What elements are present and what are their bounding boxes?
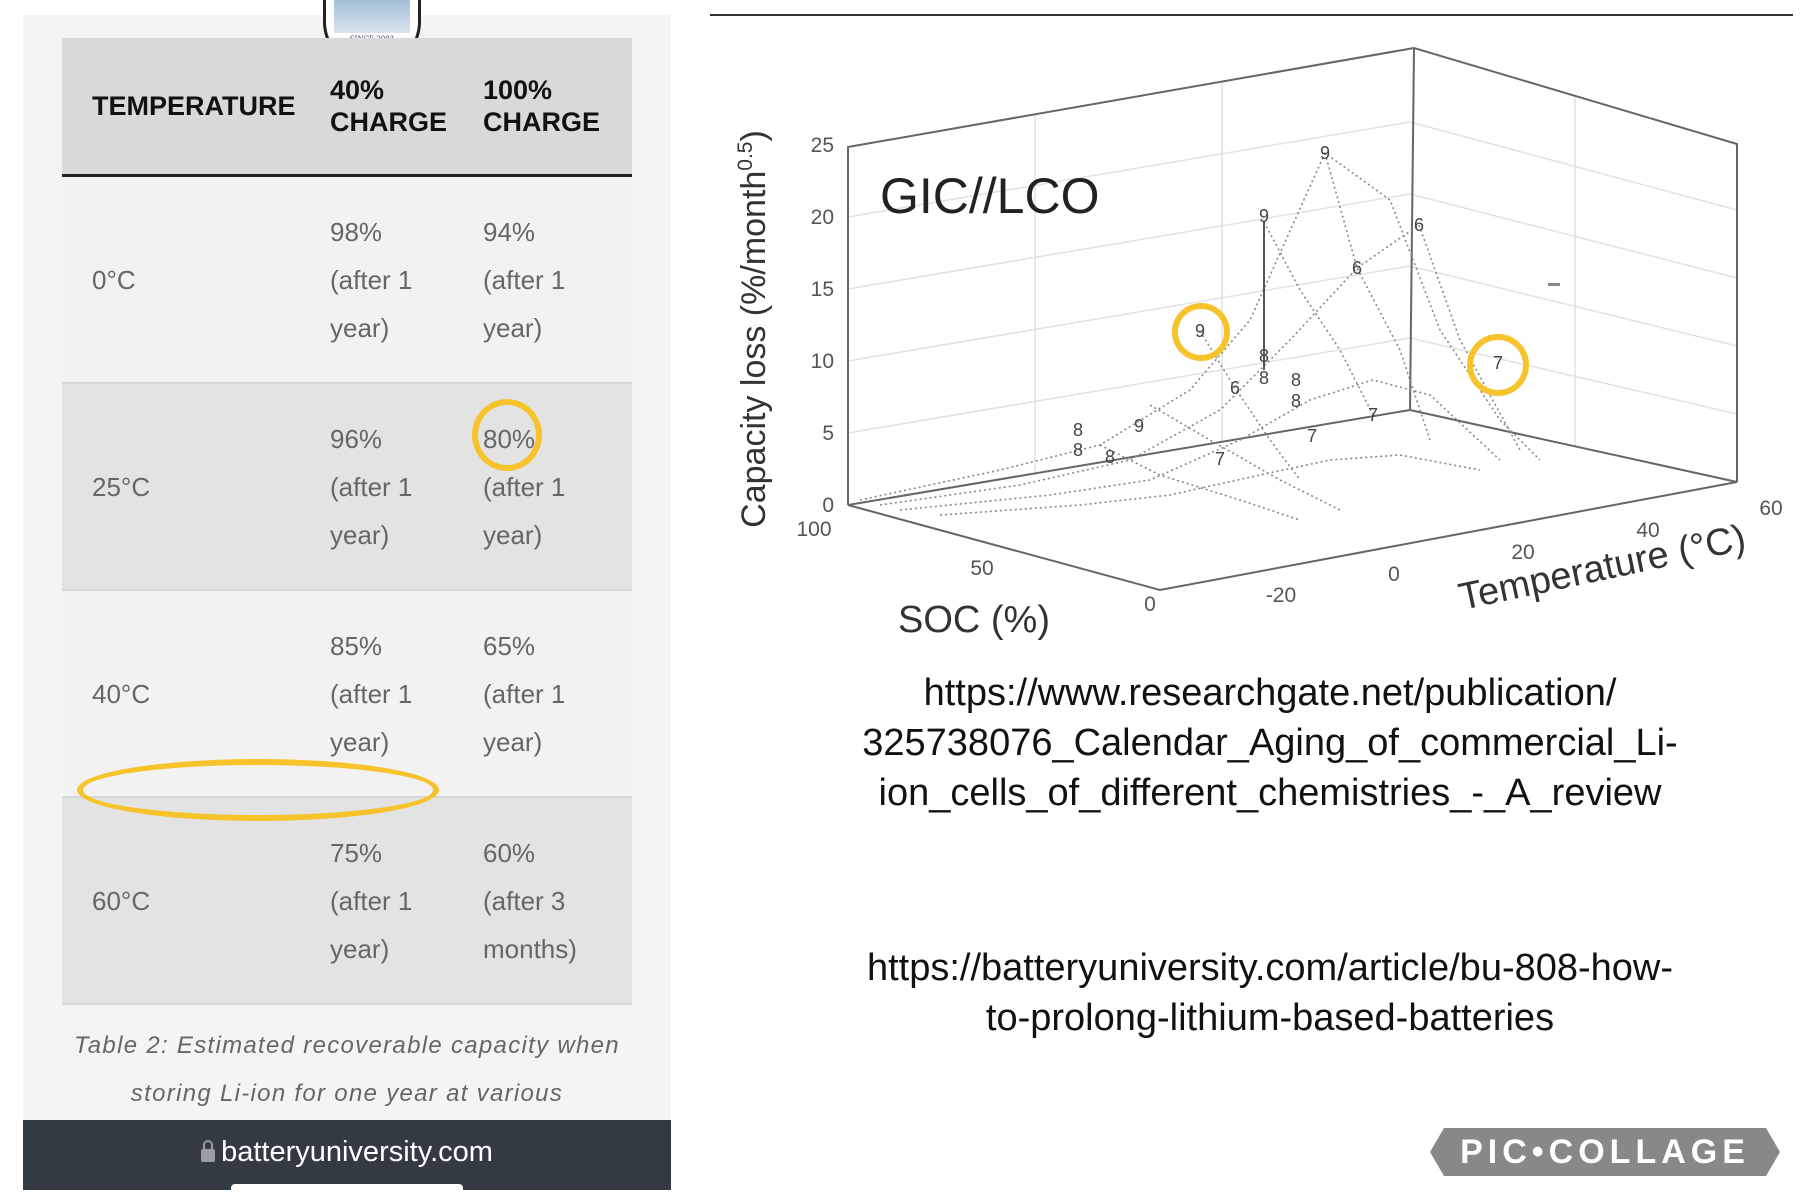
pic-collage-watermark: PIC•COLLAGE bbox=[1430, 1128, 1780, 1176]
point-label: 6 bbox=[1414, 215, 1424, 235]
temperature-axis-label: Temperature (°C) bbox=[1455, 517, 1749, 619]
temperature-cell: 0°C bbox=[62, 175, 330, 383]
soc-tick: 100 bbox=[796, 518, 831, 541]
point-label: 7 bbox=[1368, 405, 1378, 425]
z-axis-label: Capacity loss (%/month0.5) bbox=[734, 130, 773, 528]
charge-100-cell: 60% (after 3 months) bbox=[483, 797, 632, 1004]
point-label: 8 bbox=[1105, 447, 1115, 467]
charge-100-cell: 65% (after 1 year) bbox=[483, 590, 632, 797]
charge-40-cell: 75% (after 1 year) bbox=[330, 797, 483, 1004]
point-label: 9 bbox=[1195, 321, 1205, 341]
table-row: 0°C 98% (after 1 year) 94% (after 1 year) bbox=[62, 175, 632, 383]
temp-tick: 20 bbox=[1511, 541, 1534, 564]
temperature-cell: 60°C bbox=[62, 797, 330, 1004]
address-bar[interactable]: batteryuniversity.com bbox=[23, 1120, 671, 1190]
header-temperature: TEMPERATURE bbox=[62, 38, 330, 177]
highlight-circle-point-7 bbox=[1467, 334, 1529, 396]
point-label: 8 bbox=[1073, 420, 1083, 440]
z-tick: 0 bbox=[822, 494, 834, 517]
axes-box bbox=[847, 46, 1738, 592]
home-indicator bbox=[231, 1184, 463, 1190]
point-label: 8 bbox=[1291, 391, 1301, 411]
point-label: 9 bbox=[1320, 143, 1330, 163]
soc-axis-label: SOC (%) bbox=[898, 599, 1050, 641]
lock-icon bbox=[201, 1140, 216, 1162]
temperature-cell: 25°C bbox=[62, 383, 330, 590]
table-caption: Table 2: Estimated recoverable capacity … bbox=[74, 1032, 620, 1107]
point-label: 9 bbox=[1259, 206, 1269, 226]
soc-tick: 0 bbox=[1144, 593, 1156, 616]
table-row: 60°C 75% (after 1 year) 60% (after 3 months) bbox=[62, 797, 632, 1004]
highlight-ellipse-row-gap bbox=[77, 759, 439, 821]
divider-line bbox=[710, 14, 1793, 16]
z-tick: 5 bbox=[822, 422, 834, 445]
address-url: batteryuniversity.com bbox=[221, 1136, 493, 1168]
point-label: 8 bbox=[1073, 440, 1083, 460]
z-tick: 15 bbox=[811, 278, 834, 301]
header-100-charge: 100% CHARGE bbox=[483, 38, 632, 177]
batteryuniversity-url[interactable]: https://batteryuniversity.com/article/bu… bbox=[866, 947, 1674, 1039]
chart-title: GIC//LCO bbox=[880, 168, 1099, 224]
point-label: 6 bbox=[1230, 378, 1240, 398]
highlight-circle-80 bbox=[472, 399, 542, 471]
z-tick: 10 bbox=[811, 350, 834, 373]
dash-mark bbox=[1548, 283, 1560, 286]
point-label: 9 bbox=[1134, 416, 1144, 436]
charge-40-cell: 85% (after 1 year) bbox=[330, 590, 483, 797]
point-label: 8 bbox=[1291, 370, 1301, 390]
gridlines bbox=[847, 80, 1738, 473]
temp-tick: 40 bbox=[1636, 519, 1659, 542]
temp-tick: -20 bbox=[1266, 584, 1296, 607]
capacity-table: TEMPERATURE 40% CHARGE 100% CHARGE 0°C 98%(… bbox=[62, 38, 632, 1005]
temp-tick: 60 bbox=[1759, 497, 1782, 520]
point-label: 8 bbox=[1259, 346, 1269, 366]
z-tick: 20 bbox=[811, 206, 834, 229]
soc-tick: 50 bbox=[970, 557, 993, 580]
z-tick: 25 bbox=[811, 134, 834, 157]
table-row: 25°C 96% (after 1 year) 80% (after 1 year) bbox=[62, 383, 632, 590]
highlight-circle-point-9 bbox=[1172, 303, 1230, 361]
researchgate-url[interactable]: https://www.researchgate.net/publication… bbox=[862, 672, 1678, 814]
charge-40-cell: 96% (after 1 year) bbox=[330, 383, 483, 590]
temp-tick: 0 bbox=[1388, 563, 1400, 586]
charge-100-cell: 94% (after 1 year) bbox=[483, 175, 632, 383]
point-label: 7 bbox=[1493, 353, 1503, 373]
point-label: 8 bbox=[1259, 368, 1269, 388]
point-label: 7 bbox=[1307, 426, 1317, 446]
point-label: 7 bbox=[1215, 449, 1225, 469]
point-label: 6 bbox=[1352, 258, 1362, 278]
charge-40-cell: 98% (after 1 year) bbox=[330, 175, 483, 383]
header-40-charge: 40% CHARGE bbox=[330, 38, 483, 177]
